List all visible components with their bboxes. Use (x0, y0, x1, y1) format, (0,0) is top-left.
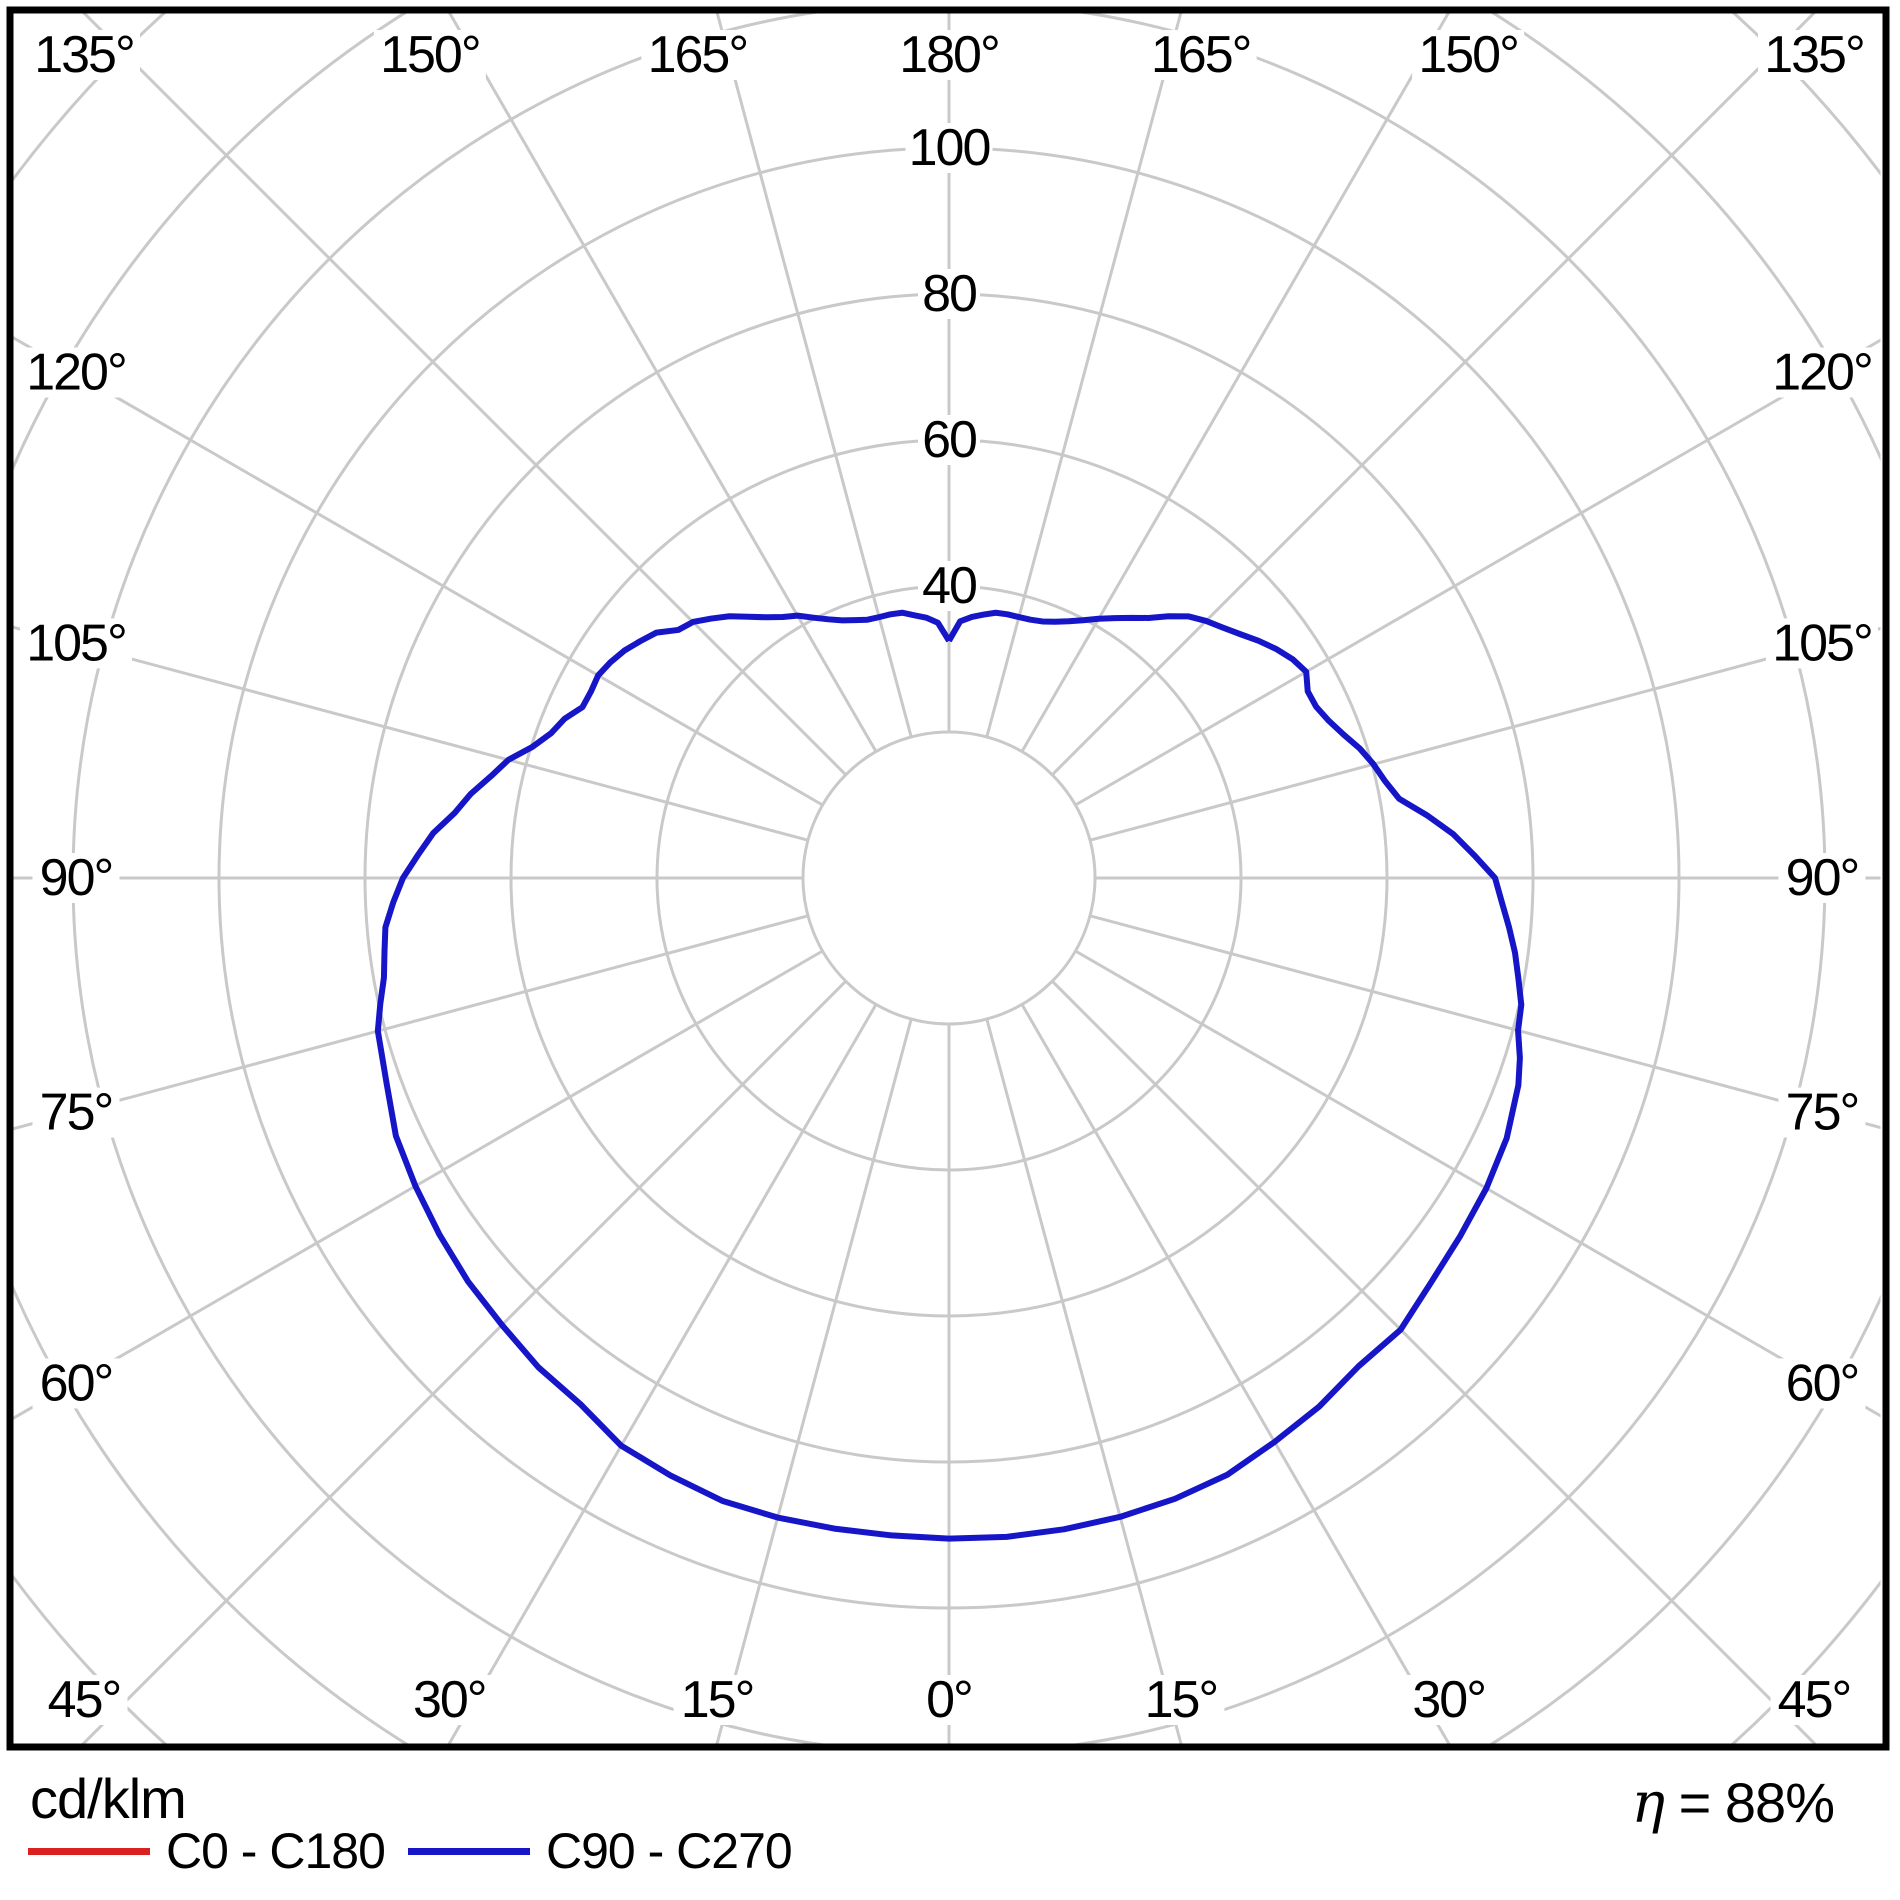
grid-radial-300 (13, 949, 824, 1420)
angle-label-left-0: 120° (26, 344, 126, 402)
grid-radial-150 (1020, 13, 1450, 753)
angle-label-right-3-chip (1778, 1087, 1866, 1138)
radial-tick-100: 100 (909, 119, 990, 177)
angle-label-right-1-chip (1766, 618, 1878, 669)
grid-radial-75 (1089, 914, 1881, 1130)
angle-label-bottom-6: 45° (1778, 1671, 1851, 1729)
radial-tick-100-chip (905, 123, 993, 173)
grid-radial-225 (82, 13, 847, 776)
legend-item-c0-c180: C0 - C180 (28, 1823, 386, 1879)
radial-tick-80: 80 (922, 265, 976, 323)
grid-radial-15 (985, 1018, 1183, 1744)
grid-radial-330 (447, 1003, 878, 1744)
axis-labels: 40 60 80 100 135° 150° 165° 180° 165° 150° 135° 45°… (20, 26, 1878, 1729)
angle-label-right-4-chip (1778, 1358, 1866, 1409)
efficiency-label: η = 88% (1631, 1770, 1835, 1836)
eta-symbol: η (1631, 1771, 1666, 1836)
angle-label-top-5-chip (1412, 30, 1525, 80)
angle-label-bottom-2-chip (673, 1675, 761, 1725)
angle-label-right-3: 75° (1786, 1084, 1859, 1142)
angle-label-left-3-chip (32, 1087, 120, 1138)
angle-label-top-3-chip (893, 30, 1005, 80)
angle-label-bottom-2: 15° (681, 1671, 754, 1729)
grid-radial-345 (715, 1018, 913, 1744)
units-label: cd/klm (30, 1767, 187, 1830)
legend-swatch-c90-c270 (408, 1847, 530, 1855)
angle-label-bottom-1-chip (405, 1675, 493, 1725)
angle-label-right-4: 60° (1786, 1354, 1859, 1412)
angle-label-top-2-chip (641, 30, 754, 80)
angle-label-right-0-chip (1766, 347, 1878, 398)
angle-label-bottom-3: 0° (926, 1671, 972, 1729)
angle-label-bottom-5: 30° (1412, 1671, 1485, 1729)
radial-tick-40: 40 (922, 557, 976, 615)
grid-radial-240 (13, 336, 824, 807)
grid-radial-60 (1074, 949, 1881, 1418)
angle-label-left-2-chip (32, 853, 120, 903)
angle-label-bottom-3-chip (918, 1675, 980, 1725)
angle-label-top-5: 150° (1418, 26, 1518, 84)
radial-tick-40-chip (918, 561, 980, 611)
grid-radial-210 (448, 13, 878, 753)
radial-tick-80-chip (918, 269, 980, 319)
curves (374, 609, 1525, 1542)
angle-label-left-1-chip (20, 618, 132, 669)
efficiency-value: = 88% (1664, 1771, 1835, 1834)
angle-label-bottom-1: 30° (413, 1671, 486, 1729)
angle-label-bottom-4-chip (1137, 1675, 1225, 1725)
grid-radial-105 (1089, 626, 1881, 842)
grid-radial-195 (715, 13, 913, 738)
grid-radial-165 (985, 13, 1183, 738)
angle-label-left-3: 75° (40, 1084, 113, 1142)
angle-label-top-1: 150° (380, 26, 480, 84)
angle-label-bottom-0: 45° (48, 1671, 121, 1729)
angle-label-top-3: 180° (899, 26, 999, 84)
angle-label-top-4-chip (1144, 30, 1257, 80)
grid-radial-120 (1074, 338, 1881, 807)
angle-label-top-6: 135° (1764, 26, 1864, 84)
angle-label-top-1-chip (373, 30, 486, 80)
angle-label-left-1: 105° (26, 614, 126, 672)
angle-label-left-0-chip (20, 347, 132, 398)
footer: cd/klm C0 - C180 C90 - C270 η = 88% (0, 1750, 1900, 1900)
angle-label-top-0: 135° (34, 26, 134, 84)
angle-label-top-2: 165° (648, 26, 748, 84)
plot-border (6, 6, 1890, 1751)
angle-label-right-2: 90° (1786, 849, 1859, 907)
angle-label-bottom-5-chip (1405, 1675, 1493, 1725)
grid-radial-30 (1020, 1003, 1451, 1744)
grid-radial-135 (1051, 13, 1816, 776)
curve-c90-c270 (374, 609, 1525, 1542)
angle-label-left-4-chip (32, 1358, 120, 1409)
angle-label-bottom-4: 15° (1145, 1671, 1218, 1729)
angle-label-bottom-0-chip (40, 1675, 128, 1725)
grid-radial-255 (13, 625, 809, 842)
angle-label-right-0: 120° (1772, 344, 1872, 402)
angle-label-top-6-chip (1758, 30, 1870, 80)
grid-radial-315 (81, 980, 847, 1744)
angle-label-right-1: 105° (1772, 614, 1872, 672)
radial-tick-60: 60 (922, 411, 976, 469)
angle-label-left-2: 90° (40, 849, 113, 907)
angle-label-top-0-chip (28, 30, 140, 80)
legend-item-c90-c270: C90 - C270 (408, 1823, 793, 1879)
angle-label-left-4: 60° (40, 1354, 113, 1412)
legend-label-c0-c180: C0 - C180 (166, 1823, 386, 1879)
radial-tick-60-chip (918, 415, 980, 465)
angle-label-right-2-chip (1778, 853, 1866, 903)
grid-radial-285 (13, 914, 809, 1131)
angle-label-bottom-6-chip (1770, 1675, 1858, 1725)
legend-swatch-c0-c180 (28, 1847, 150, 1855)
angle-label-top-4: 165° (1151, 26, 1251, 84)
grid-radial-45 (1051, 980, 1817, 1744)
legend-label-c90-c270: C90 - C270 (546, 1823, 793, 1879)
